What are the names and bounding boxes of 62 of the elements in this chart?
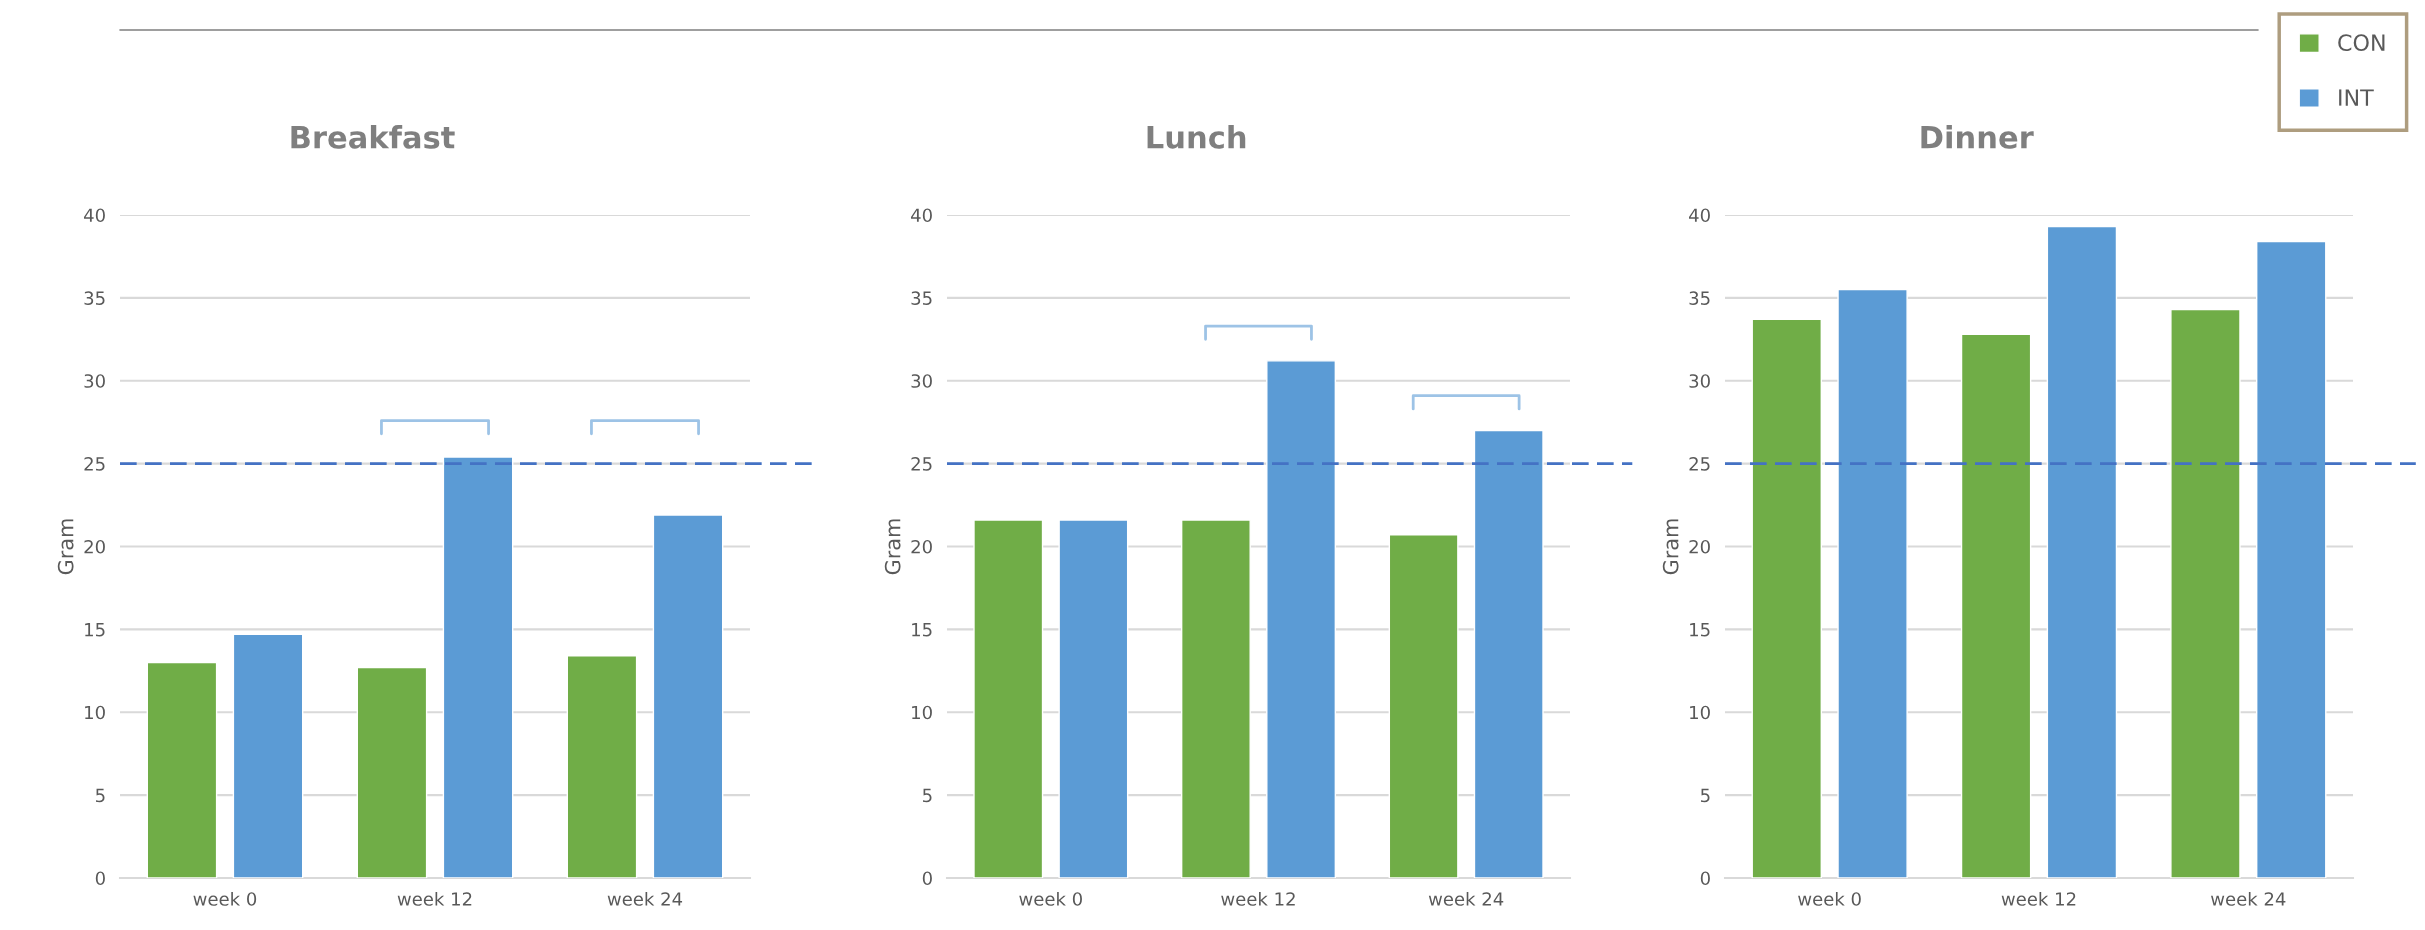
y-tick-label: 15 (912, 623, 932, 637)
x-tick-label: week 12 (2001, 891, 2076, 906)
bar (2256, 240, 2327, 878)
bar (1058, 519, 1129, 878)
y-tick-label: 20 (84, 539, 105, 554)
y-tick-label: 10 (912, 705, 932, 720)
x-tick-label: week 24 (607, 891, 683, 906)
y-tick-label: 40 (84, 208, 105, 223)
bar (442, 456, 514, 878)
bar (652, 514, 724, 878)
y-tick-label: 25 (84, 457, 105, 471)
y-axis-title: Gram (57, 519, 74, 575)
chart-title: Breakfast (291, 125, 455, 149)
x-tick-label: week 12 (1221, 891, 1295, 906)
y-tick-label: 25 (1689, 457, 1710, 471)
bar (2046, 225, 2118, 878)
bar (356, 666, 428, 878)
y-axis-title: Gram (884, 519, 901, 575)
x-tick-label: week 24 (1428, 891, 1504, 906)
y-tick-label: 5 (923, 788, 932, 803)
y-tick-label: 35 (911, 291, 932, 305)
y-tick-label: 5 (1701, 788, 1710, 803)
y-axis-title: Gram (1662, 519, 1679, 575)
y-tick-label: 0 (1700, 871, 1710, 886)
y-tick-label: 35 (84, 291, 105, 305)
legend-label: CON (2338, 34, 2385, 52)
bar (1751, 318, 1822, 878)
chart-title: Lunch (1147, 125, 1246, 149)
bar (1180, 519, 1251, 878)
bar (1837, 288, 1908, 878)
y-tick-label: 10 (1690, 705, 1710, 720)
y-tick-label: 35 (1689, 291, 1710, 305)
y-tick-label: 30 (84, 374, 105, 388)
y-tick-label: 25 (911, 457, 932, 471)
y-tick-label: 30 (911, 374, 932, 388)
y-tick-label: 40 (911, 208, 932, 223)
y-tick-label: 0 (922, 871, 932, 886)
legend-label: INT (2339, 89, 2374, 106)
bar (232, 633, 304, 878)
x-tick-label: week 12 (397, 891, 472, 906)
bar (1960, 333, 2032, 878)
bar (566, 655, 638, 878)
bar (146, 661, 218, 878)
y-tick-label: 5 (96, 788, 105, 803)
x-tick-label: week 24 (2211, 891, 2286, 906)
x-tick-label: week 0 (1019, 891, 1082, 906)
y-tick-label: 10 (85, 705, 105, 720)
bar (1388, 534, 1459, 878)
bar (1473, 429, 1544, 878)
y-tick-label: 15 (1690, 623, 1710, 637)
x-tick-label: week 0 (193, 891, 257, 906)
y-tick-label: 0 (95, 871, 105, 886)
y-tick-label: 30 (1689, 374, 1710, 388)
chart-title: Dinner (1921, 125, 2034, 149)
y-tick-label: 20 (1689, 539, 1710, 554)
y-tick-label: 15 (85, 623, 105, 637)
x-tick-label: week 0 (1798, 891, 1861, 906)
y-tick-label: 20 (911, 539, 932, 554)
bar (973, 519, 1044, 878)
bar (2170, 308, 2241, 878)
bar (1266, 360, 1337, 878)
y-tick-label: 40 (1689, 208, 1710, 223)
